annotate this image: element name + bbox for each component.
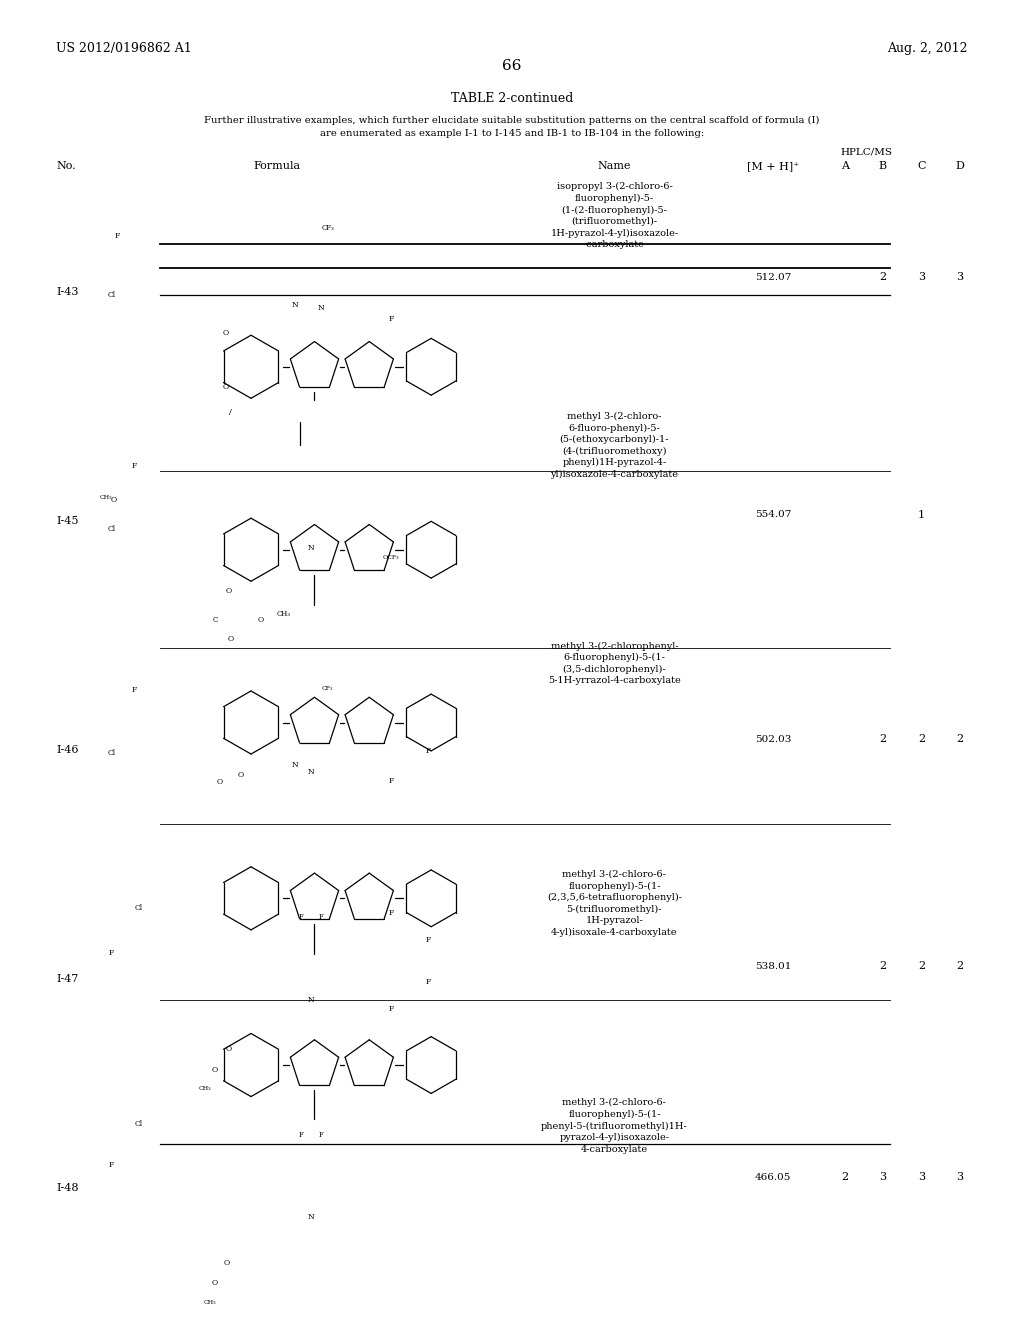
Text: I-45: I-45	[56, 516, 79, 527]
Text: O: O	[212, 1279, 218, 1287]
Text: N: N	[308, 544, 314, 552]
Text: CH₃: CH₃	[204, 1300, 216, 1305]
Text: N: N	[308, 768, 314, 776]
Text: Cl: Cl	[134, 904, 142, 912]
Text: O: O	[222, 383, 228, 391]
Text: HPLC/MS: HPLC/MS	[841, 148, 892, 157]
Text: I-43: I-43	[56, 286, 79, 297]
Text: 2: 2	[919, 961, 925, 972]
Text: 66: 66	[502, 59, 522, 74]
Text: CF₃: CF₃	[322, 224, 334, 232]
Text: O: O	[225, 587, 231, 595]
Text: O: O	[212, 1067, 218, 1074]
Text: are enumerated as example I-1 to I-145 and IB-1 to IB-104 in the following:: are enumerated as example I-1 to I-145 a…	[319, 129, 705, 139]
Text: CH₃: CH₃	[199, 1086, 211, 1092]
Text: 554.07: 554.07	[755, 511, 792, 519]
Text: Cl: Cl	[108, 292, 116, 300]
Text: C: C	[918, 161, 926, 172]
Text: 2: 2	[880, 961, 886, 972]
Text: A: A	[841, 161, 849, 172]
Text: B: B	[879, 161, 887, 172]
Text: Formula: Formula	[253, 161, 300, 172]
Text: 2: 2	[919, 734, 925, 744]
Text: 1: 1	[919, 510, 925, 520]
Text: N: N	[292, 301, 298, 309]
Text: 538.01: 538.01	[755, 962, 792, 970]
Text: 3: 3	[919, 1172, 925, 1183]
Text: I-46: I-46	[56, 744, 79, 755]
Text: F: F	[388, 1005, 394, 1012]
Text: 3: 3	[956, 1172, 963, 1183]
Text: N: N	[308, 1213, 314, 1221]
Text: 512.07: 512.07	[755, 273, 792, 281]
Text: 3: 3	[880, 1172, 886, 1183]
Text: I-48: I-48	[56, 1183, 79, 1193]
Text: O: O	[223, 1259, 229, 1267]
Text: 2: 2	[880, 272, 886, 282]
Text: F: F	[425, 936, 430, 944]
Text: F: F	[299, 912, 304, 921]
Text: F: F	[318, 912, 324, 921]
Text: F: F	[131, 686, 137, 694]
Text: Cl: Cl	[134, 1121, 142, 1129]
Text: C: C	[212, 616, 218, 624]
Text: F: F	[318, 1131, 324, 1139]
Text: I-47: I-47	[56, 974, 79, 985]
Text: CH₃: CH₃	[99, 495, 112, 500]
Text: TABLE 2-continued: TABLE 2-continued	[451, 92, 573, 106]
Text: N: N	[308, 997, 314, 1005]
Text: F: F	[109, 1162, 115, 1170]
Text: F: F	[425, 978, 430, 986]
Text: [M + H]⁺: [M + H]⁺	[748, 161, 799, 172]
Text: F: F	[388, 776, 394, 784]
Text: O: O	[225, 1045, 231, 1053]
Text: Cl: Cl	[108, 524, 116, 533]
Text: F: F	[425, 747, 431, 755]
Text: CH₃: CH₃	[276, 610, 291, 618]
Text: Aug. 2, 2012: Aug. 2, 2012	[887, 42, 968, 55]
Text: N: N	[292, 762, 298, 770]
Text: 2: 2	[842, 1172, 848, 1183]
Text: O: O	[111, 496, 117, 504]
Text: /: /	[229, 408, 231, 416]
Text: O: O	[222, 329, 228, 337]
Text: O: O	[217, 777, 223, 785]
Text: N: N	[317, 305, 325, 313]
Text: F: F	[299, 1131, 304, 1139]
Text: isopropyl 3-(2-chloro-6-
fluorophenyl)-5-
(1-(2-fluorophenyl)-5-
(trifluoromethy: isopropyl 3-(2-chloro-6- fluorophenyl)-5…	[550, 182, 679, 249]
Text: 466.05: 466.05	[755, 1173, 792, 1181]
Text: methyl 3-(2-chloro-
6-fluoro-phenyl)-5-
(5-(ethoxycarbonyl)-1-
(4-(trifluorometh: methyl 3-(2-chloro- 6-fluoro-phenyl)-5- …	[551, 412, 678, 479]
Text: 2: 2	[880, 734, 886, 744]
Text: 502.03: 502.03	[755, 735, 792, 743]
Text: F: F	[109, 949, 115, 957]
Text: US 2012/0196862 A1: US 2012/0196862 A1	[56, 42, 193, 55]
Text: F: F	[388, 909, 394, 917]
Text: F: F	[131, 462, 137, 470]
Text: 3: 3	[919, 272, 925, 282]
Text: F: F	[115, 232, 120, 240]
Text: F: F	[388, 314, 394, 322]
Text: No.: No.	[56, 161, 76, 172]
Text: Cl: Cl	[108, 748, 116, 758]
Text: Further illustrative examples, which further elucidate suitable substitution pat: Further illustrative examples, which fur…	[204, 116, 820, 125]
Text: D: D	[955, 161, 964, 172]
Text: methyl 3-(2-chlorophenyl-
6-fluorophenyl)-5-(1-
(3,5-dichlorophenyl)-
5-1H-yrraz: methyl 3-(2-chlorophenyl- 6-fluorophenyl…	[548, 642, 681, 685]
Text: 2: 2	[956, 961, 963, 972]
Text: O: O	[258, 616, 264, 624]
Text: OCF₃: OCF₃	[383, 556, 399, 561]
Text: methyl 3-(2-chloro-6-
fluorophenyl)-5-(1-
(2,3,5,6-tetrafluorophenyl)-
5-(triflu: methyl 3-(2-chloro-6- fluorophenyl)-5-(1…	[547, 870, 682, 937]
Text: O: O	[238, 771, 244, 779]
Text: 2: 2	[956, 734, 963, 744]
Text: Name: Name	[598, 161, 631, 172]
Text: CF₃: CF₃	[322, 686, 334, 690]
Text: O: O	[227, 635, 233, 643]
Text: methyl 3-(2-chloro-6-
fluorophenyl)-5-(1-
phenyl-5-(trifluoromethyl)1H-
pyrazol-: methyl 3-(2-chloro-6- fluorophenyl)-5-(1…	[541, 1098, 688, 1154]
Text: 3: 3	[956, 272, 963, 282]
